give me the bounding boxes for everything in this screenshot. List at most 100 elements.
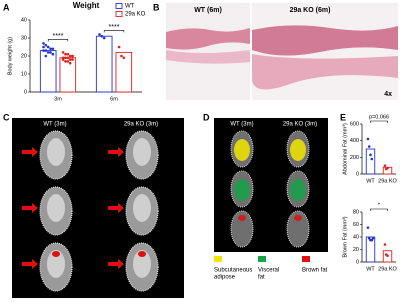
data-point xyxy=(122,56,126,60)
data-point xyxy=(102,36,106,40)
arrow xyxy=(22,147,38,157)
y-axis-label: Brown Fat (mm³) xyxy=(342,216,348,257)
significance-bracket xyxy=(370,208,388,211)
mouse-scan xyxy=(47,138,65,166)
fat-region xyxy=(234,179,250,201)
skin-layer xyxy=(251,54,398,90)
data-point xyxy=(369,153,372,157)
arrow xyxy=(22,203,38,213)
data-point xyxy=(68,61,72,65)
data-point xyxy=(61,56,65,60)
y-tick-label: 20 xyxy=(21,53,27,59)
y-tick-label: 40 xyxy=(353,234,359,240)
magnification: 4x xyxy=(384,91,392,98)
data-point xyxy=(98,33,101,36)
significance-bracket xyxy=(103,30,125,33)
data-point xyxy=(66,60,70,63)
x-tick-label: 3m xyxy=(54,96,62,102)
data-point xyxy=(64,60,67,63)
data-point xyxy=(51,52,55,56)
mouse-scan xyxy=(47,194,65,222)
image-title: 29a KO (3m) xyxy=(124,122,158,128)
data-point xyxy=(370,238,374,242)
data-point xyxy=(370,157,374,161)
legend-swatch xyxy=(115,11,123,17)
fat-region xyxy=(52,251,60,257)
legend-label: Brown fat xyxy=(302,268,328,274)
y-tick-label: 20 xyxy=(353,247,359,253)
fat-region xyxy=(238,215,246,221)
y-tick-label: 600 xyxy=(350,121,359,127)
significance-bracket xyxy=(370,120,388,123)
fat-region xyxy=(138,251,146,257)
skin-layer xyxy=(252,25,398,56)
bar xyxy=(59,57,77,93)
data-point xyxy=(51,47,55,51)
data-point xyxy=(383,243,387,246)
fat-region xyxy=(234,139,250,161)
legend-label: Subcutaneous xyxy=(214,268,252,274)
data-point xyxy=(68,58,72,61)
data-point xyxy=(100,34,104,38)
x-tick-label: 6m xyxy=(110,96,118,102)
image-title: 29a KO (3m) xyxy=(283,122,317,128)
bar xyxy=(115,51,133,93)
significance-bracket xyxy=(47,39,69,42)
data-point xyxy=(66,52,70,56)
y-tick-label: 10 xyxy=(21,71,27,77)
legend-label: adipose xyxy=(214,275,236,281)
arrow xyxy=(22,259,38,269)
data-point xyxy=(61,51,65,54)
skin-layer xyxy=(166,28,250,50)
panel-label: A xyxy=(3,2,10,12)
x-tick-label: WT xyxy=(366,178,375,184)
y-tick-label: 0 xyxy=(356,171,359,177)
data-point xyxy=(44,43,48,47)
legend-swatch xyxy=(214,256,222,262)
data-point xyxy=(42,42,45,45)
data-point xyxy=(42,45,45,49)
arrow xyxy=(108,259,124,269)
panel-label: D xyxy=(203,112,210,122)
data-point xyxy=(371,236,375,240)
fat-region xyxy=(290,179,306,201)
data-point xyxy=(46,51,50,54)
legend-label: WT xyxy=(125,4,135,10)
y-tick-label: 400 xyxy=(350,138,359,144)
y-tick-label: 0 xyxy=(356,259,359,265)
data-point xyxy=(68,54,72,58)
bar xyxy=(365,236,376,263)
mouse-scan xyxy=(286,210,310,248)
legend-swatch xyxy=(302,256,310,262)
data-point xyxy=(46,45,50,49)
data-point xyxy=(71,58,74,61)
x-tick-label: 29a KO xyxy=(378,178,397,184)
x-tick-label: 29a KO xyxy=(378,266,397,272)
data-point xyxy=(386,166,389,170)
data-point xyxy=(44,54,48,58)
y-axis-label: Body weight (g) xyxy=(7,37,13,75)
legend-swatch xyxy=(115,3,123,9)
significance: p=0.066 xyxy=(369,114,389,120)
data-point xyxy=(367,236,371,240)
data-point xyxy=(366,137,370,141)
data-point xyxy=(64,52,67,56)
image-title: 29a KO (6m) xyxy=(290,7,331,14)
data-point xyxy=(42,49,45,52)
data-point xyxy=(49,51,52,54)
legend-label: fat xyxy=(258,275,265,281)
y-tick-label: 0 xyxy=(24,89,27,95)
chart-title: Weight xyxy=(73,1,100,10)
mouse-scan xyxy=(47,250,65,278)
image-title: WT (6m) xyxy=(194,7,222,14)
panel-label: E xyxy=(340,112,346,122)
legend-swatch xyxy=(258,256,266,262)
data-point xyxy=(64,56,67,60)
fat-region xyxy=(294,215,302,221)
y-tick-label: 60 xyxy=(353,222,359,228)
panel-label: C xyxy=(3,112,10,122)
data-point xyxy=(117,45,121,49)
bar xyxy=(39,50,57,93)
mouse-scan xyxy=(230,210,254,248)
